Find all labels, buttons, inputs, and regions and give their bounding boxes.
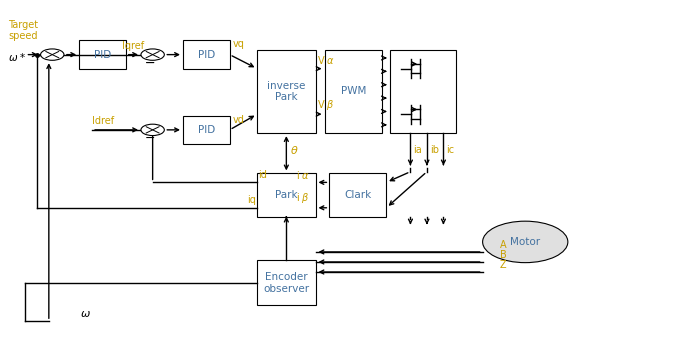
- Bar: [79, 40, 126, 69]
- Bar: [257, 173, 315, 217]
- Text: PWM: PWM: [341, 86, 366, 97]
- Text: PID: PID: [198, 50, 215, 59]
- Text: Z: Z: [500, 260, 507, 270]
- Text: inverse
Park: inverse Park: [267, 81, 306, 102]
- Text: ic: ic: [446, 145, 455, 155]
- Text: −: −: [145, 132, 155, 145]
- Text: vd: vd: [232, 115, 244, 125]
- Text: $\omega$ *: $\omega$ *: [8, 51, 27, 63]
- Bar: [257, 50, 315, 133]
- Text: Idref: Idref: [92, 116, 114, 126]
- Text: −: −: [145, 56, 155, 69]
- Text: ia: ia: [413, 145, 422, 155]
- Text: id: id: [258, 170, 267, 180]
- Text: ib: ib: [430, 145, 439, 155]
- Text: A: A: [500, 240, 507, 250]
- Text: $\omega$: $\omega$: [80, 309, 91, 319]
- Bar: [329, 173, 387, 217]
- Text: Motor: Motor: [510, 237, 541, 247]
- Text: Target
speed: Target speed: [8, 19, 38, 41]
- Bar: [389, 50, 457, 133]
- Text: −: −: [145, 56, 155, 69]
- Text: Iqref: Iqref: [123, 40, 144, 51]
- Text: $\theta$: $\theta$: [290, 144, 299, 156]
- Text: V $\beta$: V $\beta$: [317, 98, 335, 112]
- Circle shape: [141, 124, 164, 136]
- Bar: [257, 260, 315, 305]
- Text: PID: PID: [198, 125, 215, 135]
- Bar: [324, 50, 383, 133]
- Text: Encoder
observer: Encoder observer: [263, 272, 309, 294]
- Text: iq: iq: [247, 195, 256, 205]
- Text: V $\alpha$: V $\alpha$: [317, 54, 335, 66]
- Text: Clark: Clark: [344, 190, 371, 200]
- Text: i $\alpha$: i $\alpha$: [297, 169, 310, 181]
- Text: vq: vq: [232, 39, 244, 49]
- Text: Park: Park: [275, 190, 298, 200]
- Text: i $\beta$: i $\beta$: [297, 191, 310, 205]
- Circle shape: [41, 49, 64, 60]
- Bar: [183, 40, 229, 69]
- Bar: [183, 116, 229, 144]
- Text: B: B: [500, 250, 507, 260]
- Circle shape: [141, 49, 164, 60]
- Circle shape: [482, 221, 568, 262]
- Text: PID: PID: [94, 50, 111, 59]
